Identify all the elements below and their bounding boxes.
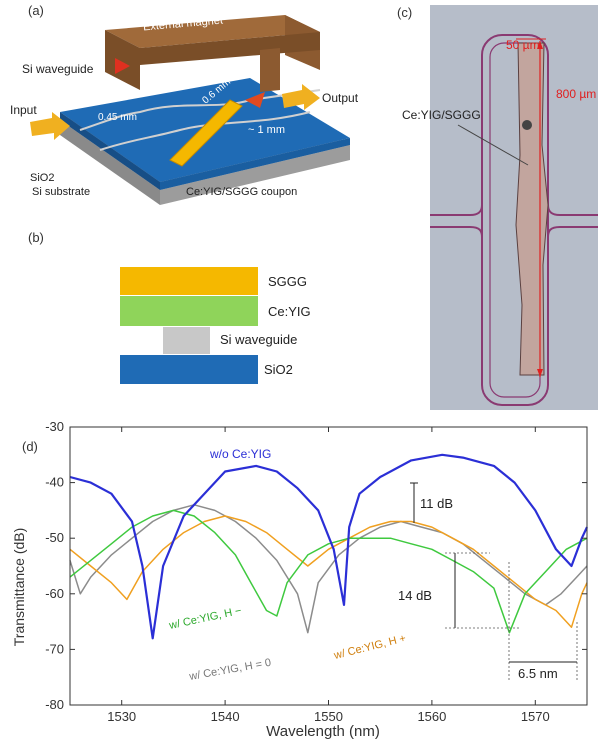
sio2-label: SiO2 [30,172,55,184]
sio2-layer-label: SiO2 [264,362,293,377]
y-tick-label: -60 [45,586,64,601]
x-tick-label: 1570 [521,709,550,724]
y-axis-label: Transmittance (dB) [11,528,27,647]
material-leader-line [457,124,529,166]
y-tick-label: -30 [45,419,64,434]
output-label: Output [322,91,359,105]
panel-b-label: (b) [28,230,44,245]
x-tick-label: 1550 [314,709,343,724]
input-arrow [30,112,70,140]
y-tick-label: -80 [45,697,64,712]
svg-text:14 dB: 14 dB [398,588,432,603]
defect-spot [522,120,532,130]
material-label: Ce:YIG/SGGG [402,108,481,122]
coupon-label: Ce:YIG/SGGG coupon [186,186,298,198]
length-label: 800 µm [556,87,597,101]
yig-coupon [169,99,243,167]
x-tick-label: 1560 [417,709,446,724]
y-tick-label: -70 [45,641,64,656]
series-line-3 [69,515,588,628]
panel-a-diagram [30,15,350,205]
label-h-plus: w/ Ce:YIG, H + [332,632,407,662]
si-waveguide-label: Si waveguide [22,62,94,76]
si-waveguide-layer-label: Si waveguide [220,332,298,347]
annotation-65nm: 6.5 nm [508,562,578,682]
dim-1mm: ~ 1 mm [248,124,285,136]
transmittance-chart: 1530 1540 1550 1560 1570 -30 -40 -50 -60 -70 -80 W… [11,419,588,740]
micrograph [430,5,598,410]
annotation-14db: 14 dB [398,552,520,629]
ring-resonator [481,34,549,406]
annotation-11db: 11 dB [410,482,453,523]
label-wo-yig: w/o Ce:YIG [209,447,271,461]
input-label: Input [10,103,37,117]
label-h-zero: w/ Ce:YIG, H = 0 [187,657,272,683]
sggg-layer [120,267,258,295]
series-line-1 [69,509,588,634]
ceyig-coupon-image [515,42,549,376]
y-tick-label: -40 [45,475,64,490]
sggg-label: SGGG [268,274,308,289]
y-tick-label: -50 [45,530,64,545]
sio2-box [120,355,258,384]
x-axis-label: Wavelength (nm) [266,723,380,740]
series-line-2 [69,504,588,634]
panel-c-label: (c) [397,5,413,20]
ceyig-layer [120,296,258,326]
panel-a-label: (a) [28,3,44,18]
output-arrow [282,84,320,110]
micrograph-drawing [430,34,598,406]
series-line-0 [69,453,588,640]
x-tick-label: 1530 [107,709,136,724]
svg-text:11 dB: 11 dB [420,496,453,511]
dim-045mm: 0.45 mm [98,112,137,123]
si-substrate-label: Si substrate [32,186,91,198]
ceyig-label: Ce:YIG [268,304,311,319]
svg-text:6.5 nm: 6.5 nm [518,666,558,681]
label-h-minus: w/ Ce:YIG, H − [167,605,243,632]
panel-d-label: (d) [22,439,38,454]
bus-waveguide-right [547,204,598,216]
si-waveguide-layer [163,327,210,354]
bus-waveguide-left [430,204,483,216]
x-tick-label: 1540 [211,709,240,724]
width-label: 50 µm [506,38,540,52]
external-magnet [105,15,320,48]
